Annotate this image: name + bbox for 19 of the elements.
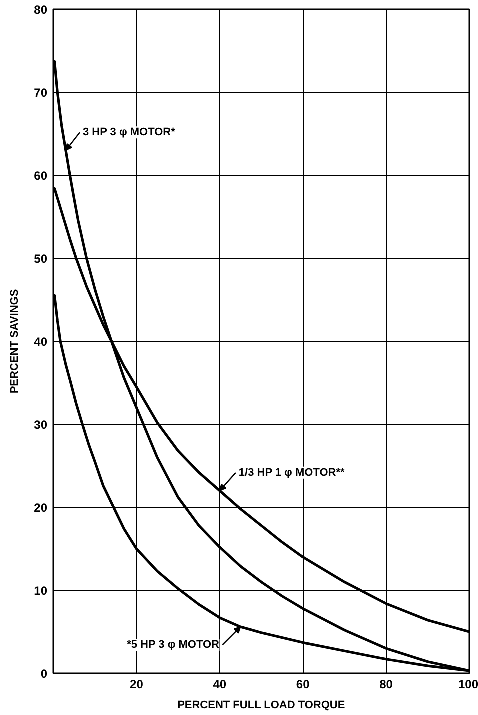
x-tick-label: 80 [380, 678, 394, 692]
series-label: 1/3 HP 1 φ MOTOR** [238, 466, 346, 479]
y-tick-label: 60 [34, 169, 48, 183]
y-tick-label: 0 [40, 667, 48, 681]
y-tick-label: 50 [34, 252, 48, 266]
y-tick-label: 70 [34, 86, 48, 100]
x-tick-label: 20 [130, 678, 144, 692]
x-tick-label: 100 [458, 678, 478, 692]
y-tick-label: 80 [34, 3, 48, 17]
y-tick-label: 30 [34, 418, 48, 432]
series-label: 3 HP 3 φ MOTOR* [82, 126, 176, 139]
y-axis-title: PERCENT SAVINGS [9, 289, 22, 394]
x-tick-label: 60 [296, 678, 310, 692]
y-tick-label: 40 [34, 335, 48, 349]
series-label: *5 HP 3 φ MOTOR [127, 639, 220, 652]
x-tick-label: 40 [213, 678, 227, 692]
y-tick-label: 20 [34, 501, 48, 515]
y-tick-label: 10 [34, 584, 48, 598]
x-axis-title: PERCENT FULL LOAD TORQUE [178, 700, 346, 712]
